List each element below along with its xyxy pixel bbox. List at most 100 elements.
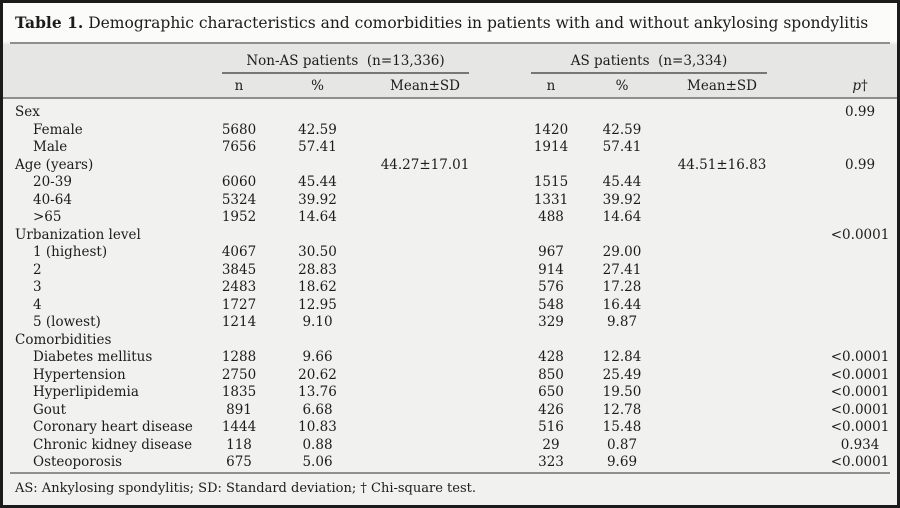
column-header-row: n % Mean±SD n % Mean±SD p† <box>3 74 897 99</box>
data-cell <box>270 157 365 175</box>
data-cell <box>365 419 485 437</box>
title-divider <box>10 42 890 44</box>
spacer-cell <box>485 402 525 420</box>
data-cell <box>365 402 485 420</box>
stub-header <box>3 44 208 74</box>
data-cell: 914 <box>538 261 564 278</box>
col-header-nonas-n: n <box>208 74 270 99</box>
data-cell <box>667 384 777 402</box>
data-cell: 29 <box>542 436 560 453</box>
table-row: Chronic kidney disease 118 0.88 29 0.87 0.934 <box>3 437 897 455</box>
col-header-nonas-pct: % <box>270 74 365 99</box>
row-label: >65 <box>33 209 62 225</box>
spacer-cell <box>485 192 525 210</box>
table-row: >65 1952 14.64 488 14.64 <box>3 209 897 227</box>
data-cell: 0.87 <box>606 436 638 453</box>
spacer-cell <box>485 297 525 315</box>
data-cell <box>525 332 577 350</box>
data-cell <box>667 209 777 227</box>
data-cell: 42.59 <box>298 121 337 138</box>
data-cell: 0.88 <box>302 436 333 453</box>
data-cell <box>667 349 777 367</box>
data-cell: 1914 <box>533 139 569 155</box>
data-cell: 118 <box>226 436 252 453</box>
data-cell: 29.00 <box>602 244 642 260</box>
table-footnote: AS: Ankylosing spondylitis; SD: Standard… <box>15 480 476 496</box>
data-cell <box>365 244 485 262</box>
data-cell <box>777 297 897 315</box>
data-cell: 17.28 <box>602 279 642 295</box>
data-cell: 1444 <box>221 419 257 435</box>
data-cell <box>365 174 485 192</box>
data-cell <box>365 349 485 367</box>
row-label: 40-64 <box>33 191 72 208</box>
data-cell: 14.64 <box>298 209 337 225</box>
p-symbol: p <box>852 77 861 94</box>
table-row: Male 7656 57.41 1914 57.41 <box>3 139 897 157</box>
data-cell <box>667 297 777 315</box>
data-cell <box>777 139 897 157</box>
data-cell: 3845 <box>221 261 257 278</box>
data-cell <box>667 454 777 472</box>
data-cell: 516 <box>538 419 564 435</box>
spacer-cell <box>485 174 525 192</box>
data-cell: 57.41 <box>298 139 337 155</box>
data-cell <box>525 157 577 175</box>
data-cell <box>667 98 777 122</box>
data-table: Non-AS patients (n=13,336) AS patients (… <box>3 44 897 472</box>
data-cell: 323 <box>538 454 564 470</box>
data-cell <box>667 437 777 455</box>
row-label: 3 <box>33 279 42 295</box>
data-cell <box>667 227 777 245</box>
data-cell: 4067 <box>221 244 257 260</box>
data-cell: <0.0001 <box>830 384 890 400</box>
data-cell: 1515 <box>533 174 569 190</box>
spacer-cell <box>485 279 525 297</box>
data-cell <box>777 192 897 210</box>
row-label: Chronic kidney disease <box>33 436 193 453</box>
data-cell <box>577 227 667 245</box>
spacer-cell <box>485 209 525 227</box>
data-cell <box>365 454 485 472</box>
data-cell <box>208 332 270 350</box>
table-row: 4 1727 12.95 548 16.44 <box>3 297 897 315</box>
data-cell: 25.49 <box>602 366 642 383</box>
stub-subheader <box>3 74 208 99</box>
table-title-text: Demographic characteristics and comorbid… <box>83 13 869 32</box>
data-cell: 42.59 <box>602 121 642 138</box>
row-label: 4 <box>33 296 42 313</box>
spacer-cell <box>485 332 525 350</box>
table-row: 40-64 5324 39.92 1331 39.92 <box>3 192 897 210</box>
data-cell <box>667 332 777 350</box>
table-row: Hyperlipidemia 1835 13.76 650 19.50 <0.0001 <box>3 384 897 402</box>
data-cell <box>667 174 777 192</box>
spacer-cell <box>485 227 525 245</box>
data-cell: 9.10 <box>302 314 333 330</box>
table-row: 2 3845 28.83 914 27.41 <box>3 262 897 280</box>
data-cell <box>208 227 270 245</box>
data-cell <box>270 98 365 122</box>
row-label: Diabetes mellitus <box>33 349 153 365</box>
data-cell: 14.64 <box>602 209 642 225</box>
data-cell: 1727 <box>221 296 257 313</box>
col-header-as-mean: Mean±SD <box>667 74 778 99</box>
table-row: Gout 891 6.68 426 12.78 <0.0001 <box>3 402 897 420</box>
data-cell <box>667 279 777 297</box>
col-header-nonas-mean: Mean±SD <box>365 74 485 99</box>
col-header-p: p† <box>777 74 897 99</box>
table-row: Urbanization level <0.0001 <box>3 227 897 245</box>
group-header-nonas-label: Non-AS patients (n=13,336) <box>222 53 469 74</box>
spacer-cell <box>485 139 525 157</box>
data-cell: 0.99 <box>845 156 876 173</box>
data-cell: 28.83 <box>298 261 337 278</box>
group-header-as-label: AS patients (n=3,334) <box>531 53 768 74</box>
table-row: Diabetes mellitus 1288 9.66 428 12.84 <0.0001 <box>3 349 897 367</box>
data-cell: 1835 <box>221 384 257 400</box>
data-cell: 1420 <box>533 121 569 138</box>
data-cell: 426 <box>538 401 564 418</box>
data-cell: 7656 <box>221 139 257 155</box>
row-label: Hypertension <box>33 366 126 383</box>
data-cell <box>667 367 777 385</box>
footnote-divider <box>10 471 890 474</box>
